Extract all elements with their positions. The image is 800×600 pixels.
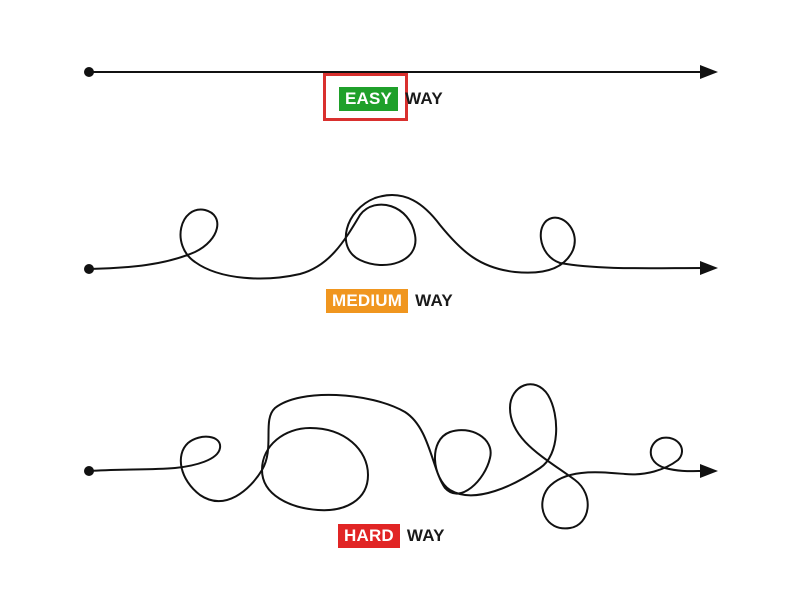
easy-path xyxy=(84,65,718,79)
medium-arrowhead xyxy=(700,261,718,275)
hard-curve xyxy=(88,383,706,530)
hard-path xyxy=(84,383,718,530)
easy-way-text: WAY xyxy=(405,89,443,108)
medium-badge: MEDIUM xyxy=(326,289,409,313)
medium-way-text: WAY xyxy=(415,291,453,310)
hard-inner-loop xyxy=(261,426,370,512)
hard-way-text: WAY xyxy=(406,526,445,545)
hard-badge: HARD xyxy=(338,524,400,548)
hard-label: HARD WAY xyxy=(338,524,445,548)
easy-highlight-box xyxy=(323,73,408,121)
medium-curve xyxy=(88,194,706,280)
hard-arrowhead xyxy=(700,464,718,478)
easy-arrowhead xyxy=(700,65,718,79)
medium-label: MEDIUM WAY xyxy=(326,289,453,313)
easy-badge: EASY xyxy=(339,87,399,111)
easy-label: EASY WAY xyxy=(339,87,443,111)
medium-path xyxy=(84,194,718,280)
